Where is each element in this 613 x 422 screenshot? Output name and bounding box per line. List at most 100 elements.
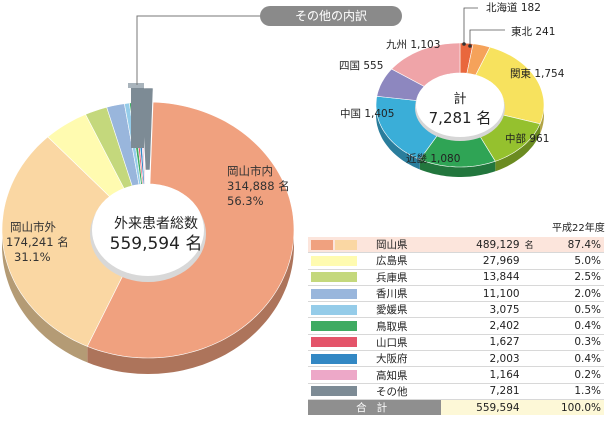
row-name: 広島県 [371,252,442,270]
row-count: 11,100 [441,285,522,303]
okayama-outside-percent: 31.1% [14,250,51,264]
table-row: 愛媛県 3,075 0.5% [308,301,604,319]
table-row: 香川県 11,100 2.0% [308,285,604,303]
row-percent: 5.0% [546,252,604,270]
row-unit [521,317,547,335]
color-swatch [311,272,357,283]
prefecture-table: 岡山県 489,129 名 87.4% 広島県 27,969 5.0% 兵庫県 13,844 2.… [308,237,604,416]
other-breakdown-banner: その他の内訳 [260,6,402,26]
row-unit [521,350,547,368]
row-name: 鳥取県 [371,317,442,335]
banner-connector-line [136,15,262,85]
row-count: 1,164 [441,366,522,384]
sub-label-0: 北海道 182 [486,1,541,14]
row-count: 1,627 [441,334,522,352]
row-swatch [308,366,372,384]
row-percent: 0.5% [546,301,604,319]
color-swatch [311,304,357,315]
total-unit [521,399,547,416]
other-slice-bar-top [128,83,144,88]
row-unit [521,269,547,286]
color-swatch [311,288,357,299]
sub-slice-side-5 [376,105,420,170]
row-percent: 0.3% [546,334,604,352]
sub-label-4: 近畿 1,080 [406,152,460,165]
table-row: 山口県 1,627 0.3% [308,334,604,352]
row-unit [521,383,547,400]
table-row: 岡山県 489,129 名 87.4% [308,237,604,254]
sub-label-7: 九州 1,103 [386,39,440,51]
row-unit [521,252,547,270]
total-percent: 100.0% [546,399,604,416]
sub-leader-1 [469,29,505,46]
row-swatch [308,285,372,303]
sub-label-3: 中部 961 [505,132,549,145]
color-swatch [311,239,333,250]
sub-leader-dot-1 [468,44,472,48]
row-count: 3,075 [441,301,522,319]
row-count: 13,844 [441,269,522,286]
row-swatch [308,252,372,270]
sub-slice-side-4 [419,159,496,177]
sub-slice-side-3 [495,123,541,172]
row-name: 山口県 [371,334,442,352]
okayama-city-label: 岡山市内 [227,164,273,178]
color-swatch [311,353,357,364]
main-total-value: 559,594 名 [110,234,203,254]
main-total-title: 外来患者総数 [114,216,198,232]
sub-slice-side-2 [540,105,544,134]
total-count: 559,594 [441,399,522,416]
row-count: 2,003 [441,350,522,368]
table-row: 広島県 27,969 5.0% [308,252,604,270]
row-percent: 2.5% [546,269,604,286]
table-row: 兵庫県 13,844 2.5% [308,269,604,286]
donut-hole [92,184,204,276]
row-name: 高知県 [371,366,442,384]
row-swatch [308,317,372,335]
sub-center-label: 計 [453,91,466,107]
table-year-caption: 平成22年度 [552,223,605,234]
sub-label-6: 四国 555 [339,60,383,72]
color-swatch [311,321,357,332]
row-name: 香川県 [371,285,442,303]
okayama-outside-label: 岡山市外 [10,220,56,234]
color-swatch [311,370,357,381]
row-count: 489,129 [441,237,522,254]
row-name: 愛媛県 [371,301,442,319]
row-swatch [308,237,372,254]
row-unit [521,285,547,303]
okayama-city-percent: 56.3% [227,194,264,208]
table-row: その他 7,281 1.3% [308,383,604,400]
row-name: 岡山県 [371,237,442,254]
row-percent: 0.2% [546,366,604,384]
row-count: 7,281 [441,383,522,400]
sub-label-1: 東北 241 [511,25,555,38]
color-swatch [311,255,357,266]
row-name: その他 [371,383,442,400]
color-swatch [335,239,357,250]
color-swatch [311,386,357,397]
row-swatch [308,301,372,319]
row-unit [521,366,547,384]
row-swatch [308,350,372,368]
okayama-city-value: 314,888 名 [227,179,290,193]
row-count: 2,402 [441,317,522,335]
row-percent: 2.0% [546,285,604,303]
row-percent: 1.3% [546,383,604,400]
sub-label-5: 中国 1,405 [340,107,394,120]
slice-10 [140,87,154,171]
row-swatch [308,383,372,400]
sub-center-value: 7,281 名 [429,109,492,127]
row-percent: 87.4% [546,237,604,254]
row-swatch [308,334,372,352]
other-slice-bar [131,86,144,148]
okayama-outside-value: 174,241 名 [6,235,69,249]
sub-leader-dot-0 [462,42,466,46]
slice-side-0 [87,230,294,374]
row-unit [521,301,547,319]
row-unit: 名 [521,237,547,254]
table-row: 鳥取県 2,402 0.4% [308,317,604,335]
row-name: 兵庫県 [371,269,442,286]
